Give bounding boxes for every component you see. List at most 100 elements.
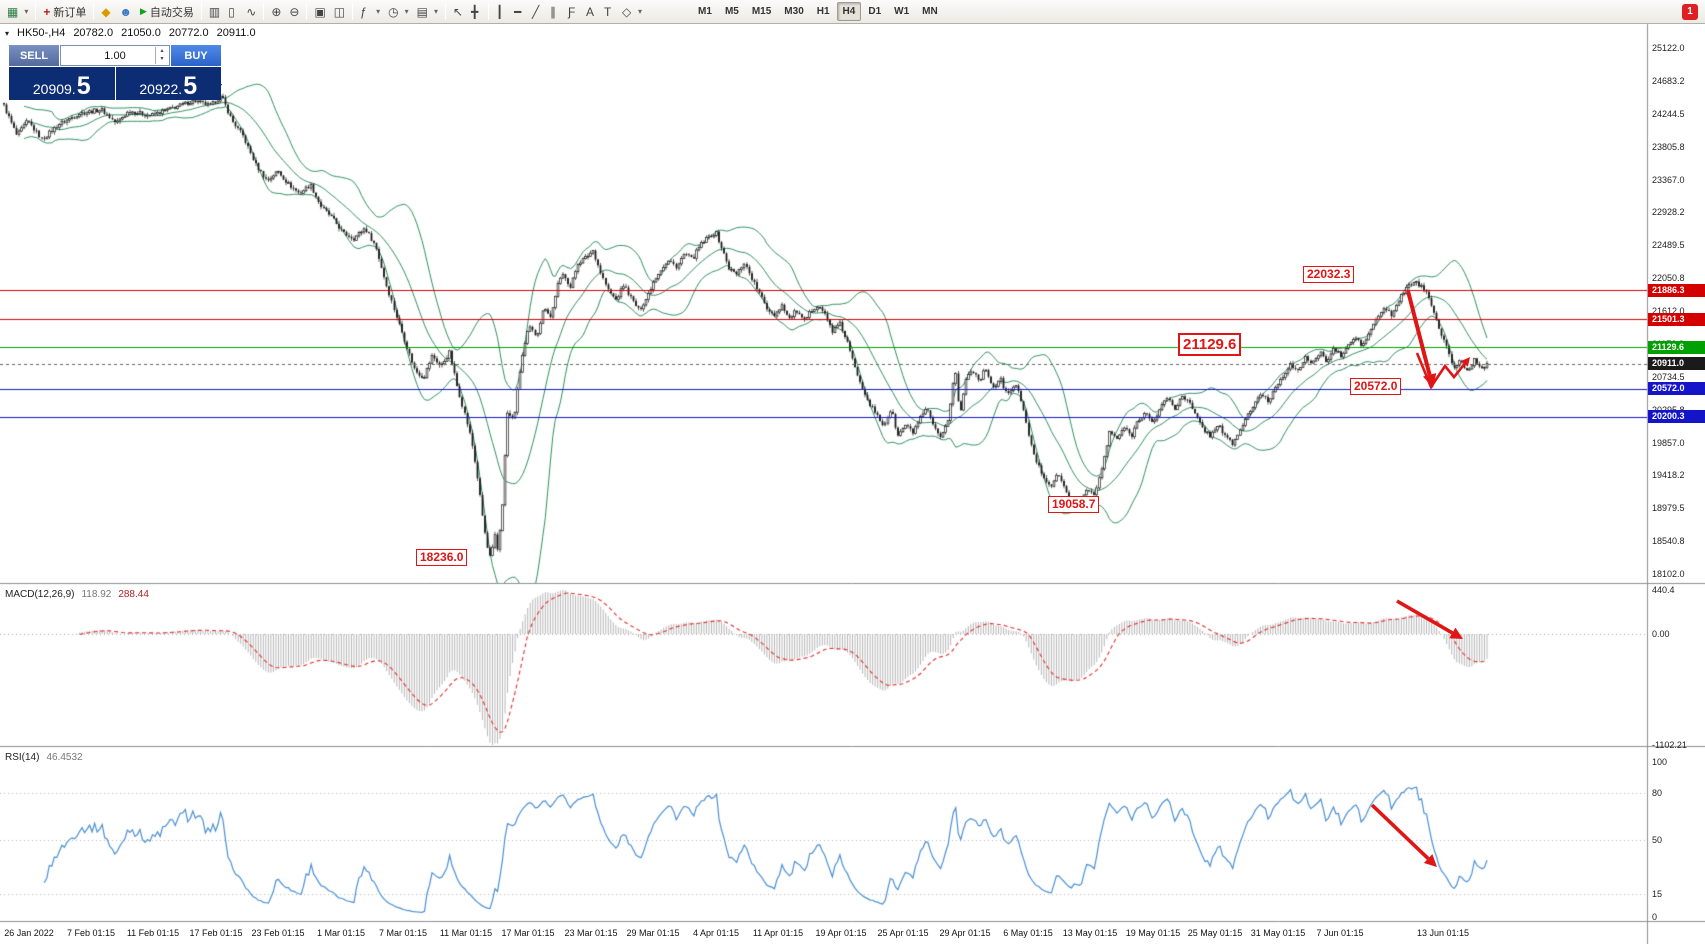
shapes-tool-button[interactable]: ◇ — [618, 2, 636, 22]
periods-button[interactable]: ◷ — [384, 2, 402, 22]
templates-button[interactable]: ▤ — [413, 2, 432, 22]
candlestick-chart-button[interactable]: ▯ — [224, 2, 242, 22]
macd-hist-value: 118.92 — [81, 589, 112, 600]
trendline-tool-button[interactable]: ╱ — [528, 2, 546, 22]
timeframe-m30-button[interactable]: M30 — [778, 2, 809, 21]
trendline-icon: ╱ — [532, 4, 540, 19]
indicators-icon: ƒ — [360, 4, 367, 19]
autotrading-label: 自动交易 — [149, 6, 194, 19]
timeframe-mn-button[interactable]: MN — [916, 2, 944, 21]
price-annotation[interactable]: 21129.6 — [1178, 333, 1242, 356]
sell-price-main: 20909. — [32, 81, 76, 97]
toolbar-separator — [93, 3, 95, 20]
new-order-button[interactable]: + 新订单 — [39, 2, 90, 22]
timeframe-d1-button[interactable]: D1 — [862, 2, 887, 21]
indicators-dropdown[interactable]: ▾ — [374, 2, 384, 22]
community-button[interactable]: ☻ — [115, 2, 136, 22]
buy-price-big-digit: 5 — [183, 71, 198, 100]
horizontal-line-icon: ━ — [514, 4, 522, 19]
line-chart-icon: ∿ — [246, 4, 257, 19]
sell-price-button[interactable]: 20909. 5 — [9, 67, 115, 100]
sell-button[interactable]: SELL — [9, 45, 59, 66]
zoom-out-button[interactable]: ⊖ — [285, 2, 303, 22]
new-chart-button[interactable]: ▦ — [3, 2, 22, 22]
vertical-line-tool-button[interactable]: ┃ — [492, 2, 510, 22]
channel-icon: ∥ — [550, 4, 557, 19]
volume-value: 1.00 — [104, 49, 126, 62]
new-order-label: 新订单 — [53, 6, 87, 19]
price-annotation[interactable]: 19058.7 — [1048, 496, 1100, 513]
crosshair-tool-button[interactable]: ╋ — [467, 2, 485, 22]
bar-chart-button[interactable]: ▥ — [205, 2, 224, 22]
new-chart-dropdown[interactable]: ▾ — [22, 2, 32, 22]
macd-name-label: MACD(12,26,9) — [5, 589, 75, 600]
cursor-icon: ↖ — [452, 4, 464, 19]
cursor-tool-button[interactable]: ↖ — [449, 2, 467, 22]
price-annotation[interactable]: 20572.0 — [1350, 378, 1402, 395]
indicators-button[interactable]: ƒ — [356, 2, 374, 22]
buy-button[interactable]: BUY — [171, 45, 221, 66]
toolbar-separator — [352, 3, 354, 20]
templates-dropdown[interactable]: ▾ — [432, 2, 442, 22]
tile-windows-button[interactable]: ◫ — [330, 2, 349, 22]
vertical-line-icon: ┃ — [496, 4, 504, 19]
volume-up-icon[interactable]: ▴ — [160, 48, 164, 55]
candlestick-chart-icon: ▯ — [228, 4, 235, 19]
rsi-name-label: RSI(14) — [5, 752, 40, 763]
toolbar-separator — [488, 3, 490, 20]
timeframe-m15-button[interactable]: M15 — [746, 2, 777, 21]
community-icon: ☻ — [119, 4, 132, 19]
price-annotation[interactable]: 22032.3 — [1303, 266, 1355, 283]
notification-badge[interactable]: 1 — [1682, 3, 1698, 20]
chart-ohlc-header: ▾ HK50-,H4 20782.0 21050.0 20772.0 20911… — [5, 27, 256, 39]
toolbar-separator — [200, 3, 202, 20]
label-tool-button[interactable]: T — [600, 2, 618, 22]
timeframe-w1-button[interactable]: W1 — [888, 2, 915, 21]
timeframe-toolbar: M1 M5 M15 M30 H1 H4 D1 W1 MN — [692, 2, 944, 21]
zoom-in-icon: ⊕ — [271, 4, 282, 19]
volume-down-icon[interactable]: ▾ — [160, 55, 164, 62]
macd-header: MACD(12,26,9) 118.92 288.44 — [5, 589, 149, 600]
periods-dropdown[interactable]: ▾ — [403, 2, 413, 22]
toolbar-separator — [306, 3, 308, 20]
toolbar: ▦ ▾ + 新订单 ◆ ☻ ▶ 自动交易 ▥ ▯ ∿ ⊕ ⊖ ▣ ◫ ƒ ▾ ◷ ▾… — [0, 0, 1705, 24]
fibonacci-tool-button[interactable]: Ƒ — [564, 2, 582, 22]
templates-icon: ▤ — [416, 4, 428, 19]
timeframe-h1-button[interactable]: H1 — [811, 2, 836, 21]
timeframe-m1-button[interactable]: M1 — [692, 2, 718, 21]
autotrading-play-icon: ▶ — [140, 6, 147, 16]
shapes-icon: ◇ — [622, 4, 632, 19]
text-tool-button[interactable]: A — [582, 2, 600, 22]
ohlc-high: 21050.0 — [121, 27, 161, 39]
mql5-icon: ◆ — [101, 4, 111, 19]
toolbar-separator — [35, 3, 37, 20]
volume-input[interactable]: 1.00 ▴ ▾ — [60, 45, 170, 66]
timeframe-h4-button[interactable]: H4 — [836, 2, 862, 21]
channel-tool-button[interactable]: ∥ — [546, 2, 564, 22]
buy-price-button[interactable]: 20922. 5 — [115, 67, 221, 100]
cascade-windows-button[interactable]: ▣ — [310, 2, 329, 22]
fibonacci-icon: Ƒ — [568, 4, 576, 19]
rsi-header: RSI(14) 46.4532 — [5, 752, 83, 763]
ohlc-close: 20911.0 — [216, 27, 256, 39]
label-tool-icon: T — [604, 4, 612, 19]
mql5-button[interactable]: ◆ — [97, 2, 115, 22]
autotrading-button[interactable]: ▶ 自动交易 — [136, 2, 198, 22]
toolbar-separator — [444, 3, 446, 20]
cascade-windows-icon: ▣ — [314, 4, 326, 19]
rsi-value: 46.4532 — [46, 752, 83, 763]
periods-clock-icon: ◷ — [388, 4, 399, 19]
new-chart-icon: ▦ — [7, 4, 19, 19]
price-annotation[interactable]: 18236.0 — [416, 549, 468, 566]
one-click-collapse-icon[interactable]: ▾ — [5, 28, 10, 38]
zoom-in-button[interactable]: ⊕ — [267, 2, 285, 22]
horizontal-line-tool-button[interactable]: ━ — [510, 2, 528, 22]
symbol-period-label: HK50-,H4 — [17, 27, 66, 39]
crosshair-icon: ╋ — [471, 4, 479, 19]
line-chart-button[interactable]: ∿ — [242, 2, 260, 22]
shapes-dropdown[interactable]: ▾ — [636, 2, 646, 22]
timeframe-m5-button[interactable]: M5 — [719, 2, 745, 21]
text-tool-icon: A — [586, 4, 595, 19]
